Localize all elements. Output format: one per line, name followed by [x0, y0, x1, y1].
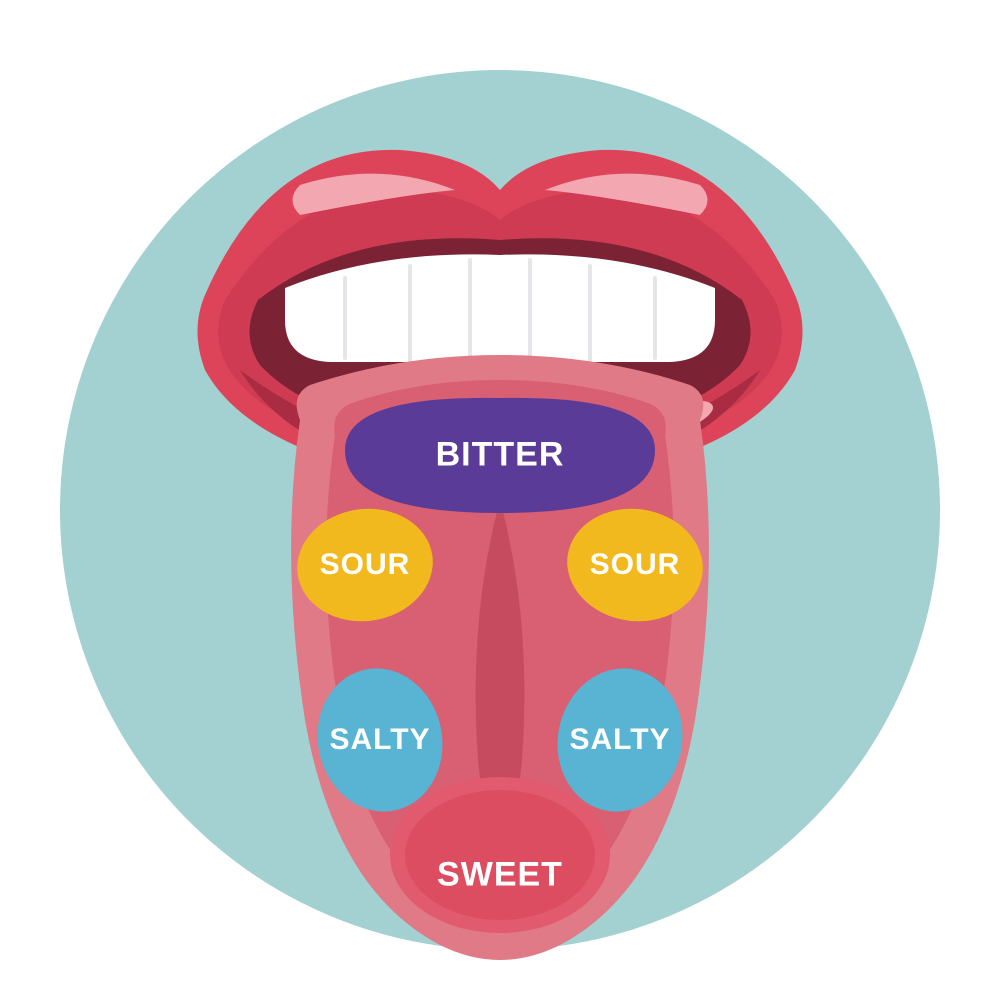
- label-salty-right: SALTY: [569, 723, 670, 757]
- label-salty-left: SALTY: [329, 723, 430, 757]
- diagram-svg: [0, 0, 1000, 1000]
- teeth-row: [285, 254, 715, 362]
- label-sour-right: SOUR: [590, 548, 681, 582]
- label-sour-left: SOUR: [320, 548, 411, 582]
- label-sweet: SWEET: [437, 856, 563, 895]
- label-bitter: BITTER: [436, 436, 565, 475]
- tongue-taste-diagram: BITTER SOUR SOUR SALTY SALTY SWEET #5378…: [0, 0, 1000, 1000]
- teeth-group: [285, 254, 715, 362]
